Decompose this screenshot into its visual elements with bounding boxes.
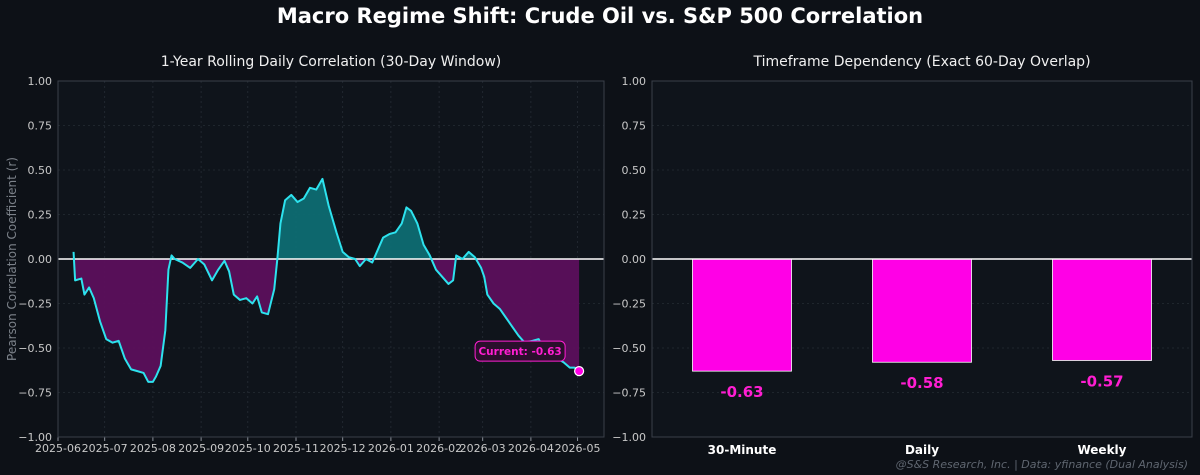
left-y-tick-label: −1.00: [18, 431, 52, 444]
current-annotation-label: Current: -0.63: [478, 346, 561, 358]
current-annotation-box: [474, 340, 566, 362]
right-y-tick-label: 0.50: [622, 164, 647, 177]
right-chart-title: Timeframe Dependency (Exact 60-Day Overl…: [753, 54, 1091, 70]
left-x-tick-label: 2025-09: [178, 442, 224, 455]
left-chart-title: 1-Year Rolling Daily Correlation (30-Day…: [160, 54, 502, 70]
left-y-axis-label: Pearson Correlation Coefficient (r): [5, 157, 19, 361]
main-title: Macro Regime Shift: Crude Oil vs. S&P 50…: [276, 4, 924, 28]
left-x-tick-label: 2025-10: [225, 442, 271, 455]
bar-30-minute: [692, 258, 792, 372]
left-y-tick-label: 0.00: [28, 253, 53, 266]
left-y-tick-label: −0.50: [18, 342, 52, 355]
correlation-line: [72, 177, 580, 383]
negative-area-fill: [73, 259, 580, 382]
bar-value-label: -0.57: [1080, 372, 1123, 390]
left-x-tick-label: 2025-07: [82, 442, 128, 455]
current-value-marker: [574, 366, 585, 377]
right-y-tick-label: 1.00: [622, 75, 647, 88]
bar-weekly: [1052, 258, 1152, 361]
left-x-tick-label: 2025-12: [320, 442, 366, 455]
bar-category-label: 30-Minute: [708, 443, 777, 457]
timeframe-bar-chart: 1.00 0.75 0.50 0.25 0.00 −0.25 −0.50 −0.75 −1.00…: [612, 75, 1193, 457]
right-plot-frame: [651, 80, 1193, 438]
left-y-tick-label: −0.75: [18, 387, 52, 400]
right-y-tick-label: −0.25: [612, 298, 646, 311]
left-plot-frame: [57, 80, 605, 438]
left-x-tick-label: 2026-04: [508, 442, 554, 455]
rolling-correlation-chart: 1.00 0.75 0.50 0.25 0.00 −0.25 −0.50 −0.75 −1.00…: [5, 75, 605, 455]
right-y-tick-label: 0.00: [622, 253, 647, 266]
left-y-tick-label: 1.00: [28, 75, 53, 88]
left-y-tick-label: −0.25: [18, 298, 52, 311]
right-y-tick-label: 0.75: [622, 120, 647, 133]
left-x-tick-label: 2026-01: [368, 442, 414, 455]
bar-value-label: -0.58: [900, 374, 943, 392]
right-y-tick-label: −1.00: [612, 431, 646, 444]
bar-category-label: Weekly: [1077, 443, 1126, 457]
left-x-tick-label: 2026-03: [460, 442, 506, 455]
right-y-tick-label: −0.50: [612, 342, 646, 355]
right-y-tick-label: −0.75: [612, 387, 646, 400]
left-x-tick-label: 2025-06: [35, 442, 81, 455]
bar-category-label: Daily: [905, 443, 939, 457]
bar-daily: [872, 258, 972, 363]
left-y-tick-label: 0.25: [28, 209, 53, 222]
positive-area-fill: [73, 178, 580, 259]
left-x-tick-label: 2026-02: [416, 442, 462, 455]
left-x-tick-label: 2025-08: [130, 442, 176, 455]
left-y-tick-label: 0.50: [28, 164, 53, 177]
bar-value-label: -0.63: [720, 383, 763, 401]
left-x-tick-label: 2026-05: [555, 442, 601, 455]
left-y-tick-label: 0.75: [28, 120, 53, 133]
left-x-tick-label: 2025-11: [273, 442, 319, 455]
right-y-tick-label: 0.25: [622, 209, 647, 222]
watermark: @S&S Research, Inc. | Data: yfinance (Du…: [895, 458, 1188, 471]
